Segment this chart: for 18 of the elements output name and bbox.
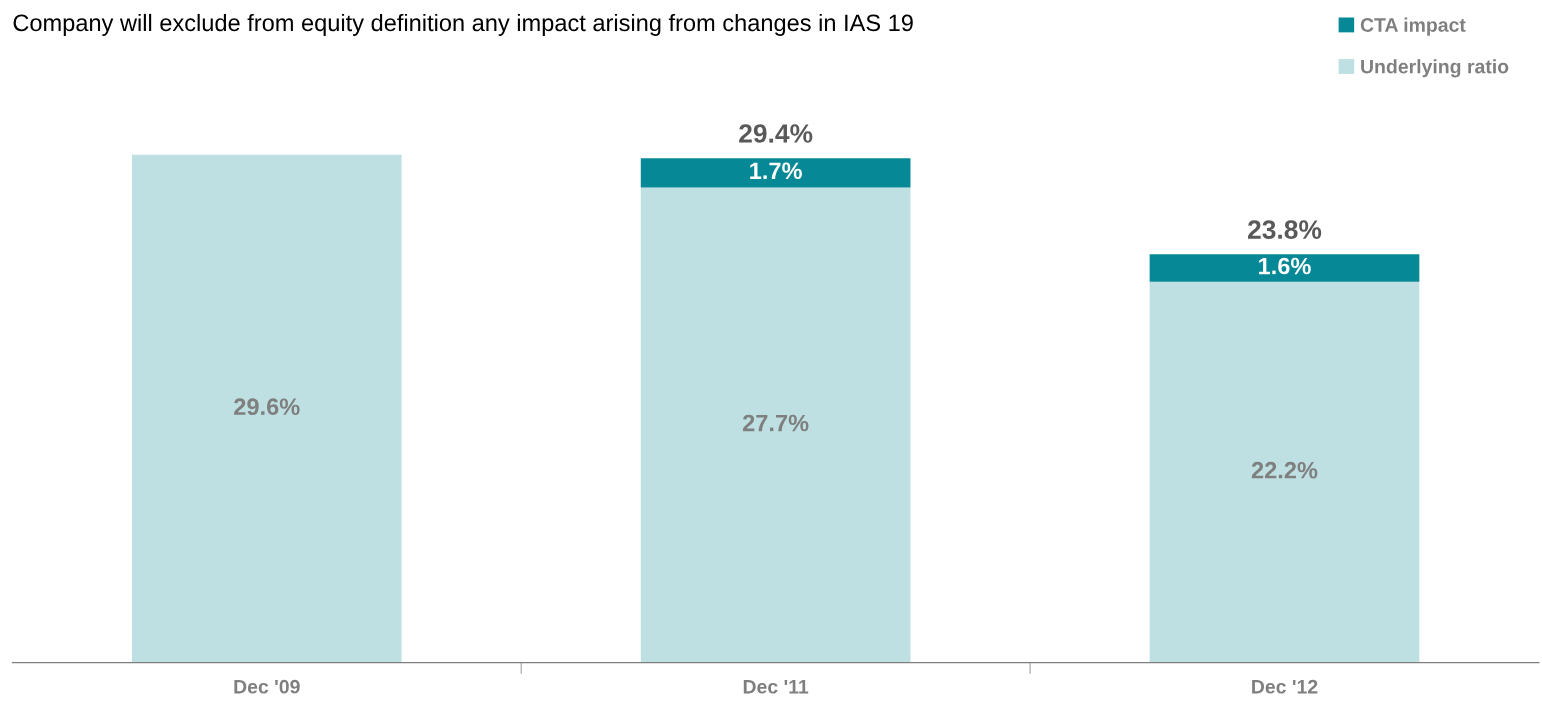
- legend-label: CTA impact: [1360, 17, 1466, 36]
- bar: [1149, 281, 1420, 663]
- total-label: 23.8%: [1247, 220, 1322, 239]
- x-tick-label: Dec '11: [743, 680, 809, 694]
- total-label: 29.4%: [739, 124, 813, 143]
- bar: [640, 158, 911, 188]
- data-label: 22.2%: [1251, 461, 1318, 479]
- data-label: 1.7%: [750, 162, 802, 180]
- bar: [1149, 254, 1420, 282]
- x-tick-label: Dec '09: [234, 679, 300, 694]
- x-tick-label: Dec '12: [1252, 679, 1318, 694]
- bar: [640, 187, 911, 663]
- data-label: 29.6%: [234, 398, 300, 416]
- data-label: 27.7%: [742, 414, 809, 432]
- bar: [131, 154, 402, 663]
- data-label: 1.6%: [1259, 257, 1311, 275]
- chart-title: Company will exclude from equity definition any impact arising from changes in IAS 19: [13, 13, 913, 36]
- legend-label: Underlying ratio: [1361, 59, 1509, 78]
